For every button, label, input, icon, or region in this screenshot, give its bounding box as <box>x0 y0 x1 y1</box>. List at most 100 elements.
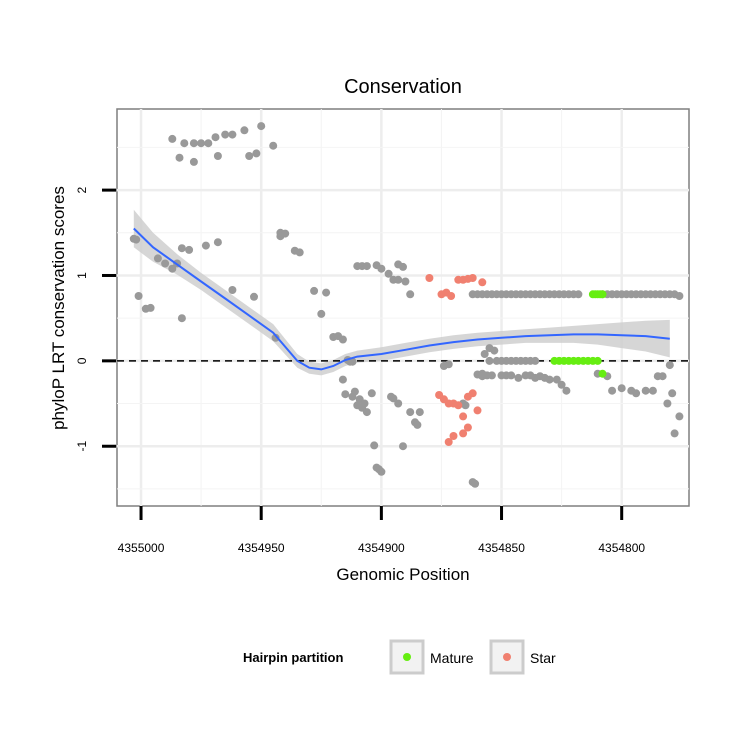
legend: Hairpin partition Mature Star <box>243 639 556 675</box>
x-tick-label: 4354900 <box>358 541 405 555</box>
other-point <box>180 139 189 148</box>
other-point <box>322 288 331 297</box>
legend-mature-dot <box>403 653 411 661</box>
star-point <box>454 401 463 410</box>
other-point <box>531 356 540 365</box>
other-point <box>362 262 371 271</box>
smooth-curve <box>133 227 670 371</box>
other-point <box>362 408 371 417</box>
star-point <box>478 278 487 287</box>
legend-title: Hairpin partition <box>243 650 343 665</box>
other-point <box>161 259 170 268</box>
other-point <box>189 157 198 166</box>
other-point <box>384 269 393 278</box>
other-point <box>663 399 672 408</box>
other-point <box>168 264 177 273</box>
other-point <box>228 130 237 139</box>
other-point <box>401 277 410 286</box>
other-point <box>574 290 583 299</box>
other-point <box>134 292 143 300</box>
other-point <box>310 286 319 295</box>
chart-title: Conservation <box>344 76 462 98</box>
other-point <box>665 361 674 370</box>
other-point <box>648 386 657 395</box>
axes: 4355000 4354950 4354900 4354850 4354800 -1 0 1 2 <box>75 186 645 555</box>
series-star <box>425 274 487 446</box>
other-point <box>213 152 222 160</box>
other-point <box>641 386 650 395</box>
other-point <box>317 309 326 318</box>
other-point <box>367 389 376 398</box>
other-point <box>658 372 667 381</box>
legend-key-mature <box>389 639 425 675</box>
other-point <box>406 290 415 299</box>
confidence-band <box>133 209 670 376</box>
other-point <box>394 275 403 284</box>
other-point <box>632 389 641 398</box>
other-point <box>281 229 290 238</box>
other-point <box>213 238 222 247</box>
other-point <box>490 346 499 355</box>
confidence-band-layer <box>133 209 670 376</box>
other-point <box>341 390 350 399</box>
other-point <box>201 241 210 250</box>
mature-point <box>593 356 602 365</box>
y-tick-label: 0 <box>75 357 89 364</box>
other-point <box>608 386 617 395</box>
star-point <box>473 406 482 415</box>
other-point <box>668 389 677 398</box>
star-point <box>468 389 477 398</box>
legend-mature-label: Mature <box>430 650 474 666</box>
other-point <box>185 245 194 254</box>
other-point <box>338 375 347 384</box>
other-point <box>350 387 359 396</box>
other-point <box>295 248 304 257</box>
other-point <box>168 134 177 143</box>
mature-point <box>598 369 607 378</box>
other-point <box>406 408 415 417</box>
star-point <box>447 292 456 300</box>
other-point <box>394 260 403 269</box>
other-point <box>271 333 280 342</box>
other-point <box>377 467 386 476</box>
other-point <box>177 314 186 323</box>
other-point <box>257 122 266 131</box>
other-point <box>399 442 407 451</box>
legend-star-dot <box>503 653 511 661</box>
other-point <box>269 141 278 150</box>
star-point <box>463 423 472 432</box>
other-point <box>240 126 249 135</box>
other-point <box>360 399 369 408</box>
grid-lines <box>117 109 689 506</box>
other-point <box>487 371 496 380</box>
other-point <box>175 153 184 162</box>
plot-panel <box>116 108 690 507</box>
legend-star-label: Star <box>530 650 556 666</box>
other-point <box>461 401 470 410</box>
other-point <box>197 139 206 148</box>
x-axis-label: Genomic Position <box>336 565 469 584</box>
y-axis-label: phyloP LRT conservation scores <box>49 186 68 430</box>
other-point <box>252 149 261 158</box>
other-point <box>153 254 162 263</box>
other-point <box>394 399 403 408</box>
other-point <box>211 133 220 142</box>
other-point <box>670 429 679 438</box>
other-point <box>617 384 626 393</box>
star-point <box>459 429 468 438</box>
smooth-curve-layer <box>133 227 670 371</box>
star-point <box>449 432 458 440</box>
other-point <box>675 292 684 300</box>
other-point <box>514 373 523 382</box>
other-point <box>557 380 566 389</box>
other-point <box>204 139 213 148</box>
other-point <box>189 139 198 148</box>
other-point <box>377 264 386 273</box>
other-point <box>675 412 684 421</box>
x-tick-label: 4354800 <box>598 541 645 555</box>
other-point <box>415 408 424 417</box>
star-point <box>444 438 453 446</box>
other-point <box>250 292 258 301</box>
other-point <box>545 375 554 384</box>
x-tick-label: 4354950 <box>238 541 285 555</box>
